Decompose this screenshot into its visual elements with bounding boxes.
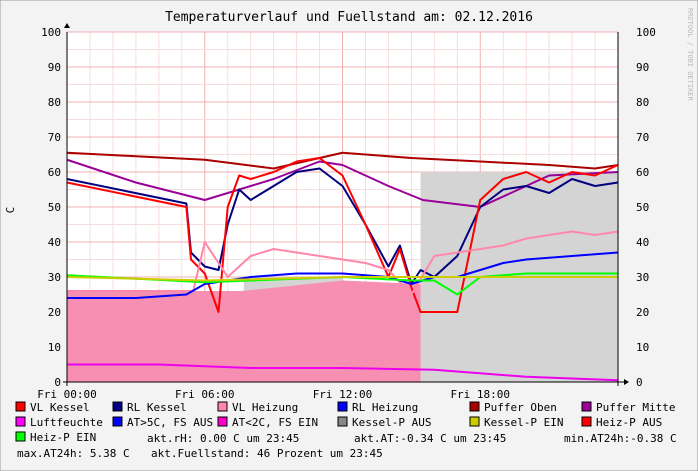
watermark: RRDTOOL / TOBI OETIKER — [686, 8, 694, 102]
series-line-vl-kessel — [66, 157, 619, 313]
stat-fill: akt.Fuellstand: 46 Prozent um 23:45 — [151, 447, 383, 460]
y-axis-arrow — [64, 23, 70, 28]
legend-swatch — [15, 416, 26, 427]
y-ticks-right: 0 10 20 30 40 50 60 70 80 90 100 — [636, 26, 656, 389]
legend-swatch — [15, 431, 26, 442]
x-ticks: Fri 00:00 Fri 06:00 Fri 12:00 Fri 18:00 — [37, 388, 510, 401]
y-tick-label-right: 0 — [636, 376, 643, 389]
stat-at: akt.AT:-0.34 C um 23:45 — [354, 432, 506, 445]
legend: VL Kessel RL Kessel VL Heizung RL Heizung Pu… — [15, 401, 675, 444]
y-ticks-left: 0 10 20 30 40 50 60 70 80 90 100 — [41, 26, 61, 389]
stats: akt.rH: 0.00 C um 23:45 akt.AT:-0.34 C u… — [17, 432, 677, 460]
legend-label: VL Kessel — [30, 401, 90, 414]
x-tick-label: Fri 12:00 — [313, 388, 373, 401]
legend-label: Heiz-P EIN — [30, 431, 96, 444]
legend-swatch — [112, 401, 123, 412]
x-tick-label: Fri 00:00 — [37, 388, 97, 401]
legend-swatch — [15, 401, 26, 412]
y-tick-label: 100 — [41, 26, 61, 39]
legend-label: RL Kessel — [127, 401, 187, 414]
y-axis-label: C — [4, 207, 17, 214]
chart-title: Temperaturverlauf und Fuellstand am: 02.… — [165, 10, 533, 25]
legend-label: VL Heizung — [232, 401, 298, 414]
y-tick-label-right: 50 — [636, 201, 649, 214]
legend-swatch — [469, 416, 480, 427]
axes — [63, 23, 629, 386]
legend-label: Kessel-P AUS — [352, 416, 431, 429]
y-tick-label: 50 — [48, 201, 61, 214]
series-line-heiz-p-ein — [66, 272, 618, 296]
area-vl-heizung-fill — [67, 280, 421, 382]
y-tick-label: 30 — [48, 271, 61, 284]
y-tick-label: 0 — [54, 376, 61, 389]
y-tick-label-right: 80 — [636, 96, 649, 109]
series-line-rl-kessel — [66, 167, 619, 285]
series-line-luftfeuchte — [67, 363, 619, 382]
series-line-puffer-oben — [66, 151, 619, 170]
y-tick-label-right: 30 — [636, 271, 649, 284]
legend-swatch — [217, 401, 228, 412]
y-tick-label-right: 20 — [636, 306, 649, 319]
y-tick-label: 60 — [48, 166, 61, 179]
stat-max: max.AT24h: 5.38 C — [17, 447, 130, 460]
y-tick-label-right: 60 — [636, 166, 649, 179]
x-tick-label: Fri 06:00 — [175, 388, 235, 401]
legend-label: AT>5C, FS AUS — [127, 416, 213, 429]
series-layer — [66, 151, 619, 382]
series-line-puffer-mitte — [66, 158, 619, 208]
legend-label: Luftfeuchte — [30, 416, 103, 429]
y-tick-label-right: 70 — [636, 131, 649, 144]
legend-label: Heiz-P AUS — [596, 416, 662, 429]
x-tick-label: Fri 18:00 — [450, 388, 510, 401]
series-line-kessel-p-ein — [66, 276, 618, 282]
legend-label: Puffer Oben — [484, 401, 557, 414]
y-tick-label: 20 — [48, 306, 61, 319]
stat-min: min.AT24h:-0.38 C — [564, 432, 677, 445]
y-tick-label: 80 — [48, 96, 61, 109]
y-tick-label-right: 100 — [636, 26, 656, 39]
y-tick-label-right: 10 — [636, 341, 649, 354]
legend-swatch — [581, 416, 592, 427]
y-tick-label-right: 40 — [636, 236, 649, 249]
stat-rh: akt.rH: 0.00 C um 23:45 — [147, 432, 299, 445]
y-tick-label: 90 — [48, 61, 61, 74]
legend-label: Kessel-P EIN — [484, 416, 563, 429]
legend-label: Puffer Mitte — [596, 401, 675, 414]
legend-swatch — [337, 401, 348, 412]
legend-swatch — [217, 416, 228, 427]
legend-label: AT<2C, FS EIN — [232, 416, 318, 429]
y-tick-label: 40 — [48, 236, 61, 249]
series-line-vl-heizung — [67, 230, 619, 296]
y-tick-label-right: 90 — [636, 61, 649, 74]
legend-label: RL Heizung — [352, 401, 418, 414]
legend-swatch — [581, 401, 592, 412]
x-axis-arrow — [624, 379, 629, 385]
y-tick-label: 70 — [48, 131, 61, 144]
y-tick-label: 10 — [48, 341, 61, 354]
legend-swatch — [469, 401, 480, 412]
legend-swatch — [112, 416, 123, 427]
legend-swatch — [337, 416, 348, 427]
